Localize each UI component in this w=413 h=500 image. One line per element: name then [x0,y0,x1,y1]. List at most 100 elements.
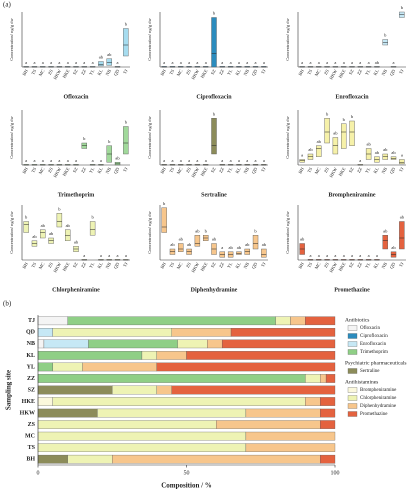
x-tick-label: TS [306,166,313,173]
x-tick-label: TJ [122,68,129,75]
bar-segment [52,362,83,372]
x-tick-label: HKE [199,68,208,79]
significance-letter: ab [400,215,405,220]
x-tick-label: ZZ [80,166,87,173]
x-tick-label: BH [159,166,167,175]
significance-letter: b [351,114,354,119]
panel-caption: Chlorpheniramine [52,287,100,293]
bar-segment [230,328,336,337]
significance-letter: b [384,33,387,38]
significance-letter: b [91,215,94,220]
box [23,221,29,233]
x-tick-label: HKE [61,166,70,177]
significance-letter: a [263,158,265,163]
legend-label: Ciprofloxacin [360,334,388,339]
significance-letter: ab [245,242,250,247]
x-tick-label: BH [21,261,29,270]
significance-letter: a [188,60,190,65]
x-tick-label: NB [381,167,388,175]
significance-letter: a [301,153,303,158]
panel-label: (b) [3,300,12,308]
x-tick-label: YL [88,261,95,269]
box [252,235,259,250]
significance-letter: a [343,253,345,258]
significance-letter: a [238,158,240,163]
significance-letter: ab [375,60,380,65]
x-tick-label: YL [88,166,95,174]
x-tick-label: KL [372,166,379,174]
significance-letter: a [263,60,265,65]
x-tick-label: ZZ [356,261,363,268]
significance-letter: ab [212,237,217,242]
significance-letter: a [393,60,395,65]
significance-letter: a [221,60,223,65]
significance-letter: ab [107,52,112,57]
box [123,28,129,57]
significance-letter: a [196,60,198,65]
x-tick-label: NB [105,167,112,175]
significance-letter: a [238,60,240,65]
x-tick-label: TS [30,166,37,173]
x-tick-label: MC [38,69,46,78]
x-tick-label: HKE [337,68,346,79]
panel-caption: Ofloxacin [64,94,90,100]
bar-segment [52,397,306,406]
x-tick-label: SZ [348,68,355,75]
significance-letter: ab [49,231,54,236]
x-tick-label: TJ [260,261,267,268]
bar-segment [37,328,54,337]
x-tick-label: ZZ [80,261,87,268]
significance-letter: ab [170,242,175,247]
x-tick-label: ZS [47,261,54,268]
x-tick-label: QD [251,68,259,77]
bar-segment [37,454,68,464]
y-tick-label: HKW [20,410,35,416]
x-tick-label: 0 [37,470,40,476]
bar-segment [319,454,336,464]
x-tick-label: YL [364,166,371,174]
y-tick-label: QD [26,330,36,336]
y-axis-title: Concentration/ ng/g dw [9,116,14,159]
x-tick-label: QD [389,261,397,270]
significance-letter: a [221,245,223,250]
bar-segment [325,374,336,383]
x-tick-label: ZS [323,68,330,75]
significance-letter: a [334,60,336,65]
significance-letter: ab [300,237,305,242]
x-tick-label: TS [30,261,37,268]
bar-segment [245,443,336,452]
significance-letter: b [125,22,128,27]
x-tick-label: QD [251,166,259,175]
significance-letter: a [180,158,182,163]
x-tick-label: NB [243,262,250,270]
x-tick-label: MC [314,69,322,78]
significance-letter: a [163,60,165,65]
y-tick-label: NB [27,341,35,347]
legend-swatch [347,368,358,374]
x-tick-label: HKW [52,68,62,80]
significance-letter: ab [32,234,37,239]
x-tick-label: MC [38,262,46,271]
significance-letter: ab [228,245,233,250]
x-tick-label: MC [176,262,184,271]
significance-letter: b [213,11,216,16]
y-tick-label: MC [25,434,35,440]
y-axis-title: Sampling site [5,370,13,410]
box [161,207,167,233]
x-tick-label: HKE [199,166,208,177]
bar-segment [37,374,306,383]
legend-swatch [347,333,358,339]
x-tick-label: ZS [185,166,192,173]
bar-segment [156,351,187,360]
x-tick-label: KL [96,68,103,76]
significance-letter: a [25,158,27,163]
panel-caption: Diphenhydramine [191,287,238,293]
bar-segment [37,408,98,418]
box [211,17,217,68]
significance-letter: a [351,253,353,258]
significance-letter: b [326,111,329,116]
box [261,248,267,258]
significance-letter: a [205,158,207,163]
x-tick-label: TS [30,68,37,75]
x-tick-label: QD [389,68,397,77]
